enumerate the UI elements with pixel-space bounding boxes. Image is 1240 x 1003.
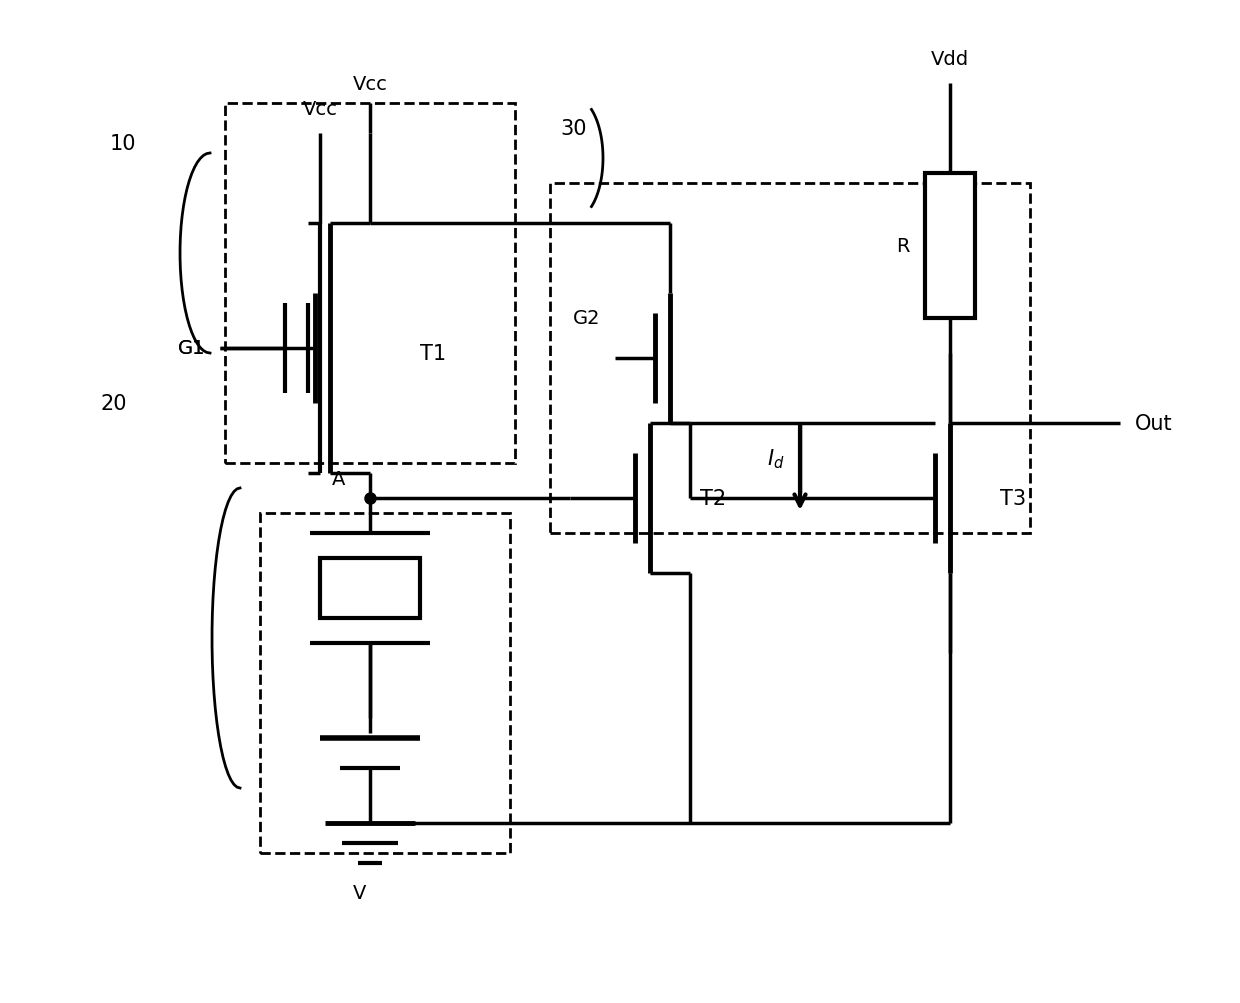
Bar (551, 184, 1030, 534)
Text: 30: 30 (560, 119, 587, 138)
Text: G2: G2 (573, 309, 600, 328)
Bar (260, 514, 510, 854)
Text: 10: 10 (110, 133, 136, 153)
Text: T3: T3 (999, 488, 1027, 509)
Text: T1: T1 (420, 344, 446, 364)
Text: V: V (353, 883, 367, 902)
Bar (224, 104, 515, 463)
Text: G1: G1 (177, 339, 205, 358)
Text: Out: Out (1135, 413, 1173, 433)
Text: A: A (331, 469, 345, 488)
Bar (925, 174, 975, 319)
Bar (320, 559, 420, 619)
Text: T2: T2 (701, 488, 727, 509)
Text: Vdd: Vdd (931, 50, 970, 69)
Text: $I_d$: $I_d$ (768, 446, 785, 470)
Text: 20: 20 (100, 393, 126, 413)
Text: R: R (897, 237, 910, 256)
Text: Vcc: Vcc (352, 75, 387, 94)
Text: Vcc: Vcc (303, 100, 337, 119)
Text: G1: G1 (177, 339, 205, 358)
